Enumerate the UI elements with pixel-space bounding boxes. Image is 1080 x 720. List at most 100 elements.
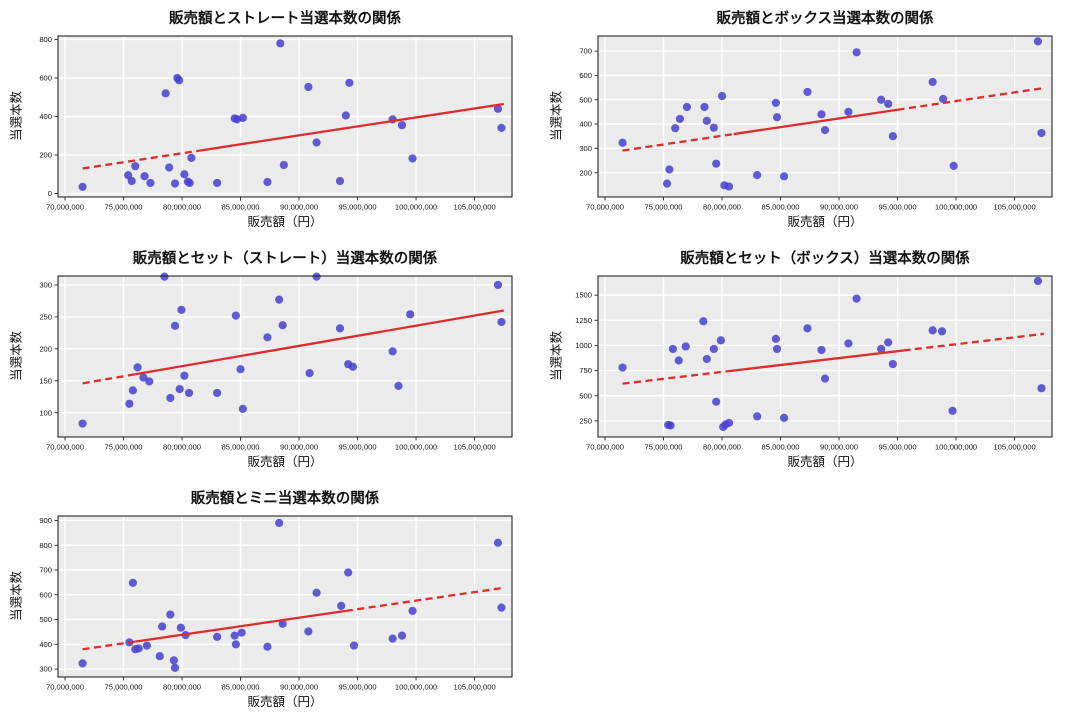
data-point [928,77,937,87]
y-tick-label: 400 [39,112,52,121]
data-point [140,172,149,181]
data-point [820,374,830,383]
data-point [888,359,897,369]
trend-line-solid [135,609,347,643]
data-point [349,641,359,650]
x-tick-label: 95,000,000 [339,683,377,692]
y-tick-label: 500 [579,391,592,400]
x-tick-label: 80,000,000 [703,443,741,452]
trend-line-solid [199,102,504,152]
data-point [337,601,346,611]
trend-line-solid [733,108,898,136]
data-point [78,182,87,191]
data-point [180,371,189,380]
x-tick-label: 105,000,000 [993,443,1035,452]
x-tick-label: 80,000,000 [163,683,201,692]
data-point [142,641,152,650]
plot-background [598,276,1052,437]
data-point [803,324,812,333]
y-tick-label: 900 [39,516,52,525]
data-point [497,317,506,327]
data-point [275,295,284,304]
y-axis-label-straight: 当選本数 [9,90,24,142]
x-tick-label: 95,000,000 [879,203,917,212]
x-tick-label: 75,000,000 [645,203,683,212]
x-tick-label: 75,000,000 [105,683,143,692]
x-tick-label: 95,000,000 [879,443,917,452]
y-tick-label: 1000 [575,341,592,350]
y-tick-label: 100 [39,408,52,417]
data-point [682,102,692,112]
trend-line-dashed [82,640,136,651]
y-tick-label: 800 [39,35,52,44]
data-point [884,99,893,108]
chart-set-straight: 70,000,000 75,000,000 80,000,000 85,000,000… [0,240,540,480]
y-tick-label: 300 [39,281,52,290]
data-point [817,345,826,355]
data-point [406,310,415,319]
data-point [344,568,353,577]
y-axis-label-set-straight: 当選本数 [9,330,24,382]
y-tick-label: 250 [579,417,592,426]
chart-title-set-straight: 販売額とセット（ストレート）当選本数の関係 [132,251,438,267]
x-tick-label: 85,000,000 [222,683,260,692]
y-tick-label: 400 [579,120,592,129]
data-point [493,538,503,547]
trend-line-dashed [622,370,729,385]
data-point [702,116,711,125]
data-point [180,170,189,179]
data-point [753,412,762,421]
data-point [493,104,503,113]
y-tick-label: 700 [39,566,52,575]
data-point [276,39,285,48]
data-point [717,91,727,101]
x-axis-label-mini: 販売額（円） [247,695,323,709]
data-point [238,113,247,122]
chart-box: 70,000,000 75,000,000 80,000,000 85,000,000… [540,0,1080,240]
data-point [131,162,140,171]
data-point [702,354,711,364]
data-point [275,518,284,528]
data-point [662,179,672,188]
y-tick-label: 250 [39,312,52,321]
y-tick-label: 300 [39,665,52,674]
data-point [394,381,403,390]
data-point [304,82,313,92]
axes-spine [57,515,513,678]
data-point [134,644,143,653]
data-point [127,176,136,186]
x-tick-label: 70,000,000 [46,683,84,692]
data-point [820,126,830,135]
data-point [772,113,782,122]
data-point [1033,37,1043,46]
x-tick-label: 100,000,000 [395,203,437,212]
data-point [165,163,174,172]
data-point [170,179,180,188]
data-point [949,161,958,170]
data-point [771,334,780,343]
chart-mini: 70,000,000 75,000,000 80,000,000 85,000,000… [0,480,540,720]
y-tick-label: 300 [579,144,592,153]
x-tick-label: 75,000,000 [105,443,143,452]
data-point [125,399,134,408]
data-point [724,182,734,191]
data-point [779,413,789,422]
chart-title-mini: 販売額とミニ当選本数の関係 [190,491,380,507]
data-point [155,652,164,661]
y-tick-label: 200 [39,151,52,160]
data-point [166,393,175,403]
y-tick-label: 500 [39,615,52,624]
x-axis-label-straight: 販売額（円） [247,215,323,229]
data-point [884,338,893,347]
data-point [497,603,506,612]
x-tick-label: 70,000,000 [46,443,84,452]
plot-background [58,516,512,677]
data-point [724,418,734,428]
data-point [877,95,886,104]
plot-background [58,276,512,437]
data-point [133,363,142,372]
y-axis-label-set-box: 当選本数 [549,330,564,382]
data-point [170,663,180,672]
data-point [348,362,357,371]
data-point [408,154,417,163]
